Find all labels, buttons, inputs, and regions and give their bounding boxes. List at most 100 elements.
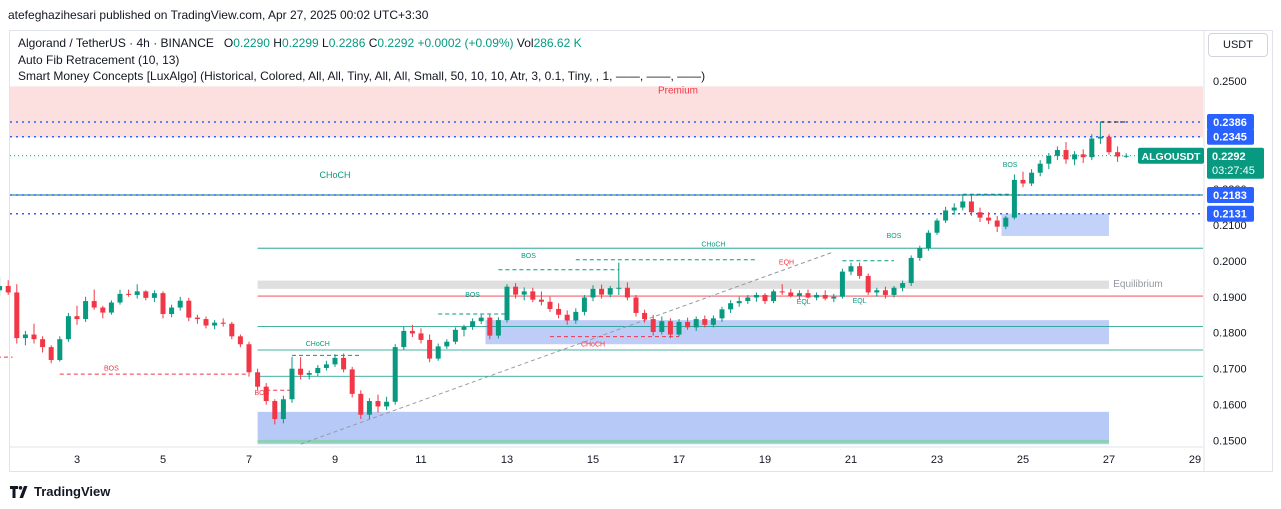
- y-tick-label: 0.2500: [1213, 76, 1247, 88]
- candle: [1106, 134, 1112, 155]
- x-tick-label: 27: [1103, 454, 1115, 466]
- candle: [590, 285, 596, 302]
- candle: [814, 292, 820, 301]
- discount-bottom-band: [257, 439, 1110, 443]
- candle-body: [427, 339, 433, 359]
- candle-body: [1063, 150, 1069, 160]
- candle-body: [1003, 217, 1009, 227]
- low-label: L: [322, 36, 329, 50]
- y-tick-label: 0.1900: [1213, 292, 1247, 304]
- vol-label: Vol: [516, 36, 534, 50]
- x-tick-label: 13: [501, 454, 513, 466]
- candle: [272, 399, 278, 425]
- candle: [848, 262, 854, 276]
- candle: [1080, 149, 1086, 163]
- candle-body: [40, 339, 46, 348]
- candle-body: [865, 275, 871, 293]
- candle-body: [255, 372, 261, 387]
- structure-label: CHoCH: [581, 341, 605, 348]
- candle-body: [1046, 155, 1052, 164]
- vol-value: 286.62 K: [533, 36, 582, 50]
- candle: [108, 300, 114, 315]
- candle-body: [900, 283, 906, 288]
- last-price-tag-bg: [1207, 147, 1264, 179]
- candle-body: [435, 346, 441, 359]
- low-value: 0.2286: [328, 36, 366, 50]
- candle: [194, 314, 200, 324]
- symbol-tag-bg: [1138, 147, 1204, 164]
- candle-body: [676, 321, 682, 335]
- candle-body: [1054, 150, 1060, 156]
- candle: [1054, 146, 1060, 161]
- x-tick-label: 11: [415, 454, 426, 466]
- candle: [667, 318, 673, 339]
- candle-body: [616, 287, 622, 289]
- last-price-label: 0.2292: [1212, 151, 1246, 163]
- candle-body: [633, 297, 639, 313]
- candle-body: [538, 299, 544, 302]
- x-tick-label: 23: [931, 454, 943, 466]
- candle-body: [788, 292, 794, 297]
- candle: [822, 290, 828, 301]
- candle-body: [57, 339, 63, 361]
- candle-body: [375, 401, 381, 407]
- candle-body: [547, 301, 553, 309]
- candle: [771, 289, 777, 304]
- candle-body: [289, 368, 295, 400]
- candle-body: [624, 287, 630, 298]
- currency-button[interactable]: USDT: [1208, 33, 1268, 57]
- candle: [495, 317, 501, 339]
- candle-body: [272, 401, 278, 420]
- candle-body: [495, 320, 501, 336]
- candle: [719, 306, 725, 322]
- candle: [839, 268, 845, 299]
- candle-body: [831, 296, 837, 299]
- candle: [994, 215, 1000, 233]
- candle: [427, 334, 433, 363]
- candle: [1123, 153, 1129, 158]
- candle-body: [891, 287, 897, 295]
- candle: [14, 284, 20, 344]
- candle-body: [91, 301, 97, 308]
- candle-body: [659, 321, 665, 333]
- candle-body: [530, 291, 536, 300]
- x-tick-label: 5: [160, 454, 166, 466]
- candle: [409, 324, 415, 338]
- candle: [650, 314, 656, 336]
- candle: [908, 255, 914, 286]
- y-tick-label: 0.1600: [1213, 400, 1247, 412]
- tradingview-brand[interactable]: TradingView: [10, 484, 110, 499]
- candle-body: [194, 317, 200, 320]
- candle: [1089, 134, 1095, 161]
- candle-body: [444, 341, 450, 347]
- high-label: H: [273, 36, 282, 50]
- candle: [581, 294, 587, 316]
- candle: [401, 326, 407, 350]
- x-tick-label: 3: [74, 454, 80, 466]
- candle: [384, 396, 390, 411]
- price-tag-bg: [1207, 113, 1254, 130]
- indicator-fib[interactable]: Auto Fib Retracement (10, 13): [18, 52, 180, 67]
- indicator-smc[interactable]: Smart Money Concepts [LuxAlgo] (Historic…: [18, 69, 706, 83]
- high-value: 0.2299: [281, 36, 319, 50]
- structure-label: BOS: [521, 253, 536, 260]
- candle-body: [521, 291, 527, 295]
- candle-body: [1020, 179, 1026, 184]
- candle: [57, 336, 63, 362]
- chart-legend: Algorand / TetherUS · 4h · BINANCE O0.22…: [18, 35, 705, 85]
- candle: [1003, 215, 1009, 230]
- candle-body: [298, 368, 304, 375]
- candle-body: [31, 334, 37, 340]
- candle-body: [0, 285, 3, 291]
- symbol-title[interactable]: Algorand / TetherUS · 4h · BINANCE: [18, 36, 214, 50]
- candle-body: [366, 401, 372, 415]
- x-tick-label: 25: [1017, 454, 1029, 466]
- candle: [332, 354, 338, 367]
- premium-label: Premium: [658, 86, 698, 97]
- candle-body: [177, 300, 183, 308]
- candle: [779, 284, 785, 295]
- chart-frame: [9, 30, 1273, 472]
- candle: [1097, 121, 1103, 144]
- candle: [917, 245, 923, 261]
